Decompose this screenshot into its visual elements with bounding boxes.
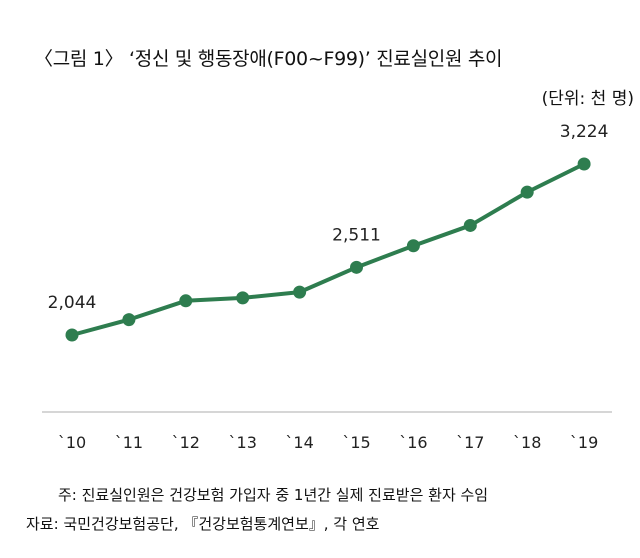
- source-note: 자료: 국민건강보험공단, 『건강보험통계연보』, 각 연호: [26, 515, 380, 533]
- x-tick-label: `14: [285, 433, 313, 452]
- data-point: [122, 313, 136, 327]
- x-tick-label: `11: [115, 433, 143, 452]
- data-point: [406, 239, 420, 253]
- data-point: [236, 291, 250, 305]
- x-tick-label: `18: [513, 433, 541, 452]
- x-tick-label: `16: [399, 433, 427, 452]
- x-tick-label: `13: [229, 433, 257, 452]
- data-point: [577, 157, 591, 171]
- x-tick-label: `12: [172, 433, 200, 452]
- data-point: [350, 260, 363, 274]
- series-line: [70, 162, 587, 337]
- data-point: [463, 218, 477, 232]
- data-label: 3,224: [560, 122, 609, 142]
- x-tick-label: `10: [58, 433, 86, 452]
- x-tick-label: `19: [570, 433, 598, 452]
- data-point: [293, 285, 307, 299]
- data-point: [179, 294, 193, 308]
- unit-label: (단위: 천 명): [541, 89, 634, 109]
- chart-title: 〈그림 1〉 ‘정신 및 행동장애(F00~F99)’ 진료실인원 추이: [34, 48, 503, 70]
- footnote: 주: 진료실인원은 건강보험 가입자 중 1년간 실제 진료받은 환자 수임: [58, 486, 489, 504]
- x-tick-label: `15: [342, 433, 370, 452]
- data-label: 2,044: [48, 293, 97, 313]
- x-tick-label: `17: [456, 433, 484, 452]
- data-point: [65, 328, 79, 342]
- data-label: 2,511: [332, 225, 381, 245]
- data-point: [520, 185, 534, 199]
